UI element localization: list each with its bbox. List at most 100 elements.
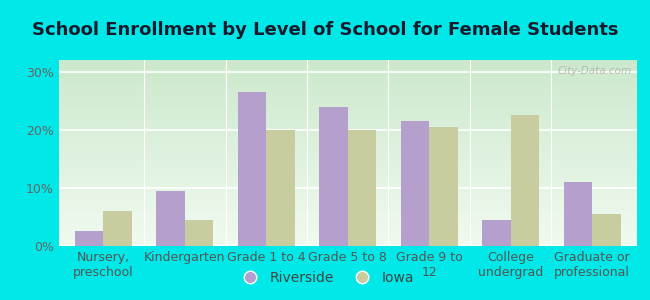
Bar (58, 200, 637, 201)
Bar (58, 90, 637, 92)
Bar (58, 218, 637, 220)
Bar (58, 86, 637, 88)
Bar (58, 216, 637, 218)
Bar (58, 226, 637, 227)
Bar (185, 220, 213, 246)
Bar (58, 103, 637, 105)
Bar (58, 125, 637, 127)
Bar (58, 162, 637, 164)
Bar (58, 114, 637, 116)
Bar (319, 106, 348, 246)
Text: School Enrollment by Level of School for Female Students: School Enrollment by Level of School for… (32, 21, 618, 39)
Bar (58, 71, 637, 73)
Bar (58, 94, 637, 95)
Bar (58, 168, 637, 170)
Bar (58, 187, 637, 188)
Bar (58, 127, 637, 129)
Bar (75, 232, 103, 246)
Bar (58, 172, 637, 173)
Bar (58, 134, 637, 136)
Bar (156, 191, 185, 246)
Bar (58, 116, 637, 118)
Bar (429, 127, 458, 246)
Bar (58, 179, 637, 181)
Bar (58, 201, 637, 203)
Bar (58, 92, 637, 94)
Bar (58, 151, 637, 153)
Bar (58, 62, 637, 64)
Bar (58, 105, 637, 106)
Bar (58, 209, 637, 211)
Bar (511, 115, 540, 246)
Bar (58, 222, 637, 224)
Bar (58, 160, 637, 162)
Bar (58, 131, 637, 133)
Bar (58, 122, 637, 123)
Bar (58, 196, 637, 198)
Bar (58, 118, 637, 119)
Bar (58, 147, 637, 149)
Bar (58, 170, 637, 172)
Bar (58, 108, 637, 110)
Bar (58, 224, 637, 226)
Bar (58, 60, 637, 62)
Bar (58, 238, 637, 240)
Bar (58, 227, 637, 229)
Bar (592, 214, 621, 246)
Bar (58, 110, 637, 112)
Bar (58, 80, 637, 82)
Text: City-Data.com: City-Data.com (557, 66, 631, 76)
Bar (238, 92, 266, 246)
Bar (58, 101, 637, 103)
Bar (58, 205, 637, 207)
Bar (58, 190, 637, 192)
Bar (400, 121, 429, 246)
Bar (348, 130, 376, 246)
Bar (58, 95, 637, 97)
Bar (58, 240, 637, 242)
Bar (58, 181, 637, 183)
Bar (58, 64, 637, 66)
Bar (266, 130, 295, 246)
Bar (58, 133, 637, 134)
Bar (482, 220, 511, 246)
Bar (58, 106, 637, 108)
Bar (58, 188, 637, 190)
Bar (58, 177, 637, 179)
Bar (58, 123, 637, 125)
Bar (58, 233, 637, 235)
Bar (58, 88, 637, 90)
Bar (58, 99, 637, 101)
Bar (58, 175, 637, 177)
Bar (58, 73, 637, 75)
Bar (58, 140, 637, 142)
Bar (58, 235, 637, 237)
Bar (58, 157, 637, 159)
Bar (58, 97, 637, 99)
Bar (58, 112, 637, 114)
Legend: Riverside, Iowa: Riverside, Iowa (231, 265, 419, 290)
Bar (564, 182, 592, 246)
Bar (58, 211, 637, 212)
Bar (58, 183, 637, 184)
Bar (58, 142, 637, 144)
Bar (58, 192, 637, 194)
Bar (58, 229, 637, 231)
Bar (103, 211, 132, 246)
Bar (58, 242, 637, 244)
Bar (58, 119, 637, 122)
Bar (58, 214, 637, 216)
Bar (58, 84, 637, 86)
Bar (58, 166, 637, 168)
Bar (58, 159, 637, 161)
Bar (58, 129, 637, 131)
Bar (58, 79, 637, 80)
Bar (58, 68, 637, 69)
Bar (58, 220, 637, 222)
Bar (58, 149, 637, 151)
Bar (58, 231, 637, 233)
Bar (58, 138, 637, 140)
Bar (58, 66, 637, 68)
Bar (58, 82, 637, 84)
Bar (58, 203, 637, 205)
